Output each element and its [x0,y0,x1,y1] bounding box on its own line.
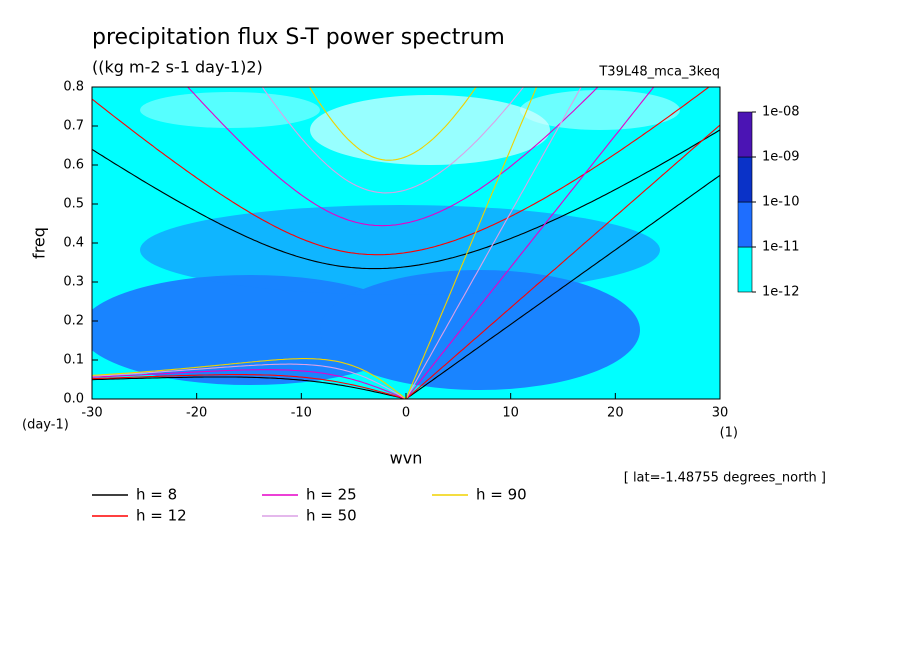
dispersion-curve [261,87,525,194]
legend-label: h = 8 [136,486,177,504]
y-tick-label: 0.1 [63,353,84,368]
colorbar-swatch [737,246,753,293]
x-unit: (1) [720,426,738,441]
legend-label: h = 50 [306,507,357,525]
x-tick-label: -30 [81,406,102,421]
y-unit: (day-1) [22,418,69,433]
dispersion-curve [92,363,407,399]
legend-label: h = 12 [136,507,187,525]
y-tick-label: 0.7 [63,119,84,134]
y-tick-label: 0.6 [63,158,84,173]
colorbar-label: 1e-09 [762,150,800,165]
dispersion-curve [92,358,407,399]
y-tick-label: 0.5 [63,197,84,212]
dispersion-curve [405,87,538,399]
dispersion-curve [308,87,477,161]
dispersion-curve [92,129,720,270]
spectrum-field [92,87,720,399]
colorbar-swatch [737,111,753,158]
y-tick-label: 0.2 [63,314,84,329]
dispersion-curve [405,87,655,399]
x-tick-label: 10 [502,406,519,421]
x-tick-label: -10 [291,406,312,421]
colorbar-label: 1e-10 [762,195,800,210]
dispersion-curve [92,376,407,399]
legend-label: h = 25 [306,486,357,504]
run-label: T39L48_mca_3keq [598,65,720,80]
x-tick-label: 30 [712,406,729,421]
dispersion-curve [92,374,407,399]
y-axis-label: freq [30,227,49,259]
dispersion-curve [187,87,599,227]
dispersion-curve [405,87,582,399]
chart-title: precipitation flux S-T power spectrum [92,25,505,50]
dispersion-curve [92,369,407,399]
dispersion-curve [92,87,710,256]
colorbar-label: 1e-08 [762,105,800,120]
colorbar-swatch [737,156,753,203]
legend-label: h = 90 [476,486,527,504]
x-tick-label: -20 [186,406,207,421]
y-tick-label: 0.0 [63,392,84,407]
x-tick-label: 20 [607,406,624,421]
colorbar-label: 1e-11 [762,240,800,255]
y-tick-label: 0.4 [63,236,84,251]
y-tick-label: 0.8 [63,80,84,95]
subtitle: ((kg m-2 s-1 day-1)2) [92,58,263,77]
colorbar-label: 1e-12 [762,285,800,300]
x-axis-label: wvn [390,449,423,468]
colorbar-swatch [737,201,753,248]
dispersion-curve [405,174,720,399]
note: [ lat=-1.48755 degrees_north ] [624,471,826,486]
x-tick-label: 0 [402,406,410,421]
y-tick-label: 0.3 [63,275,84,290]
dispersion-curve [405,124,720,399]
